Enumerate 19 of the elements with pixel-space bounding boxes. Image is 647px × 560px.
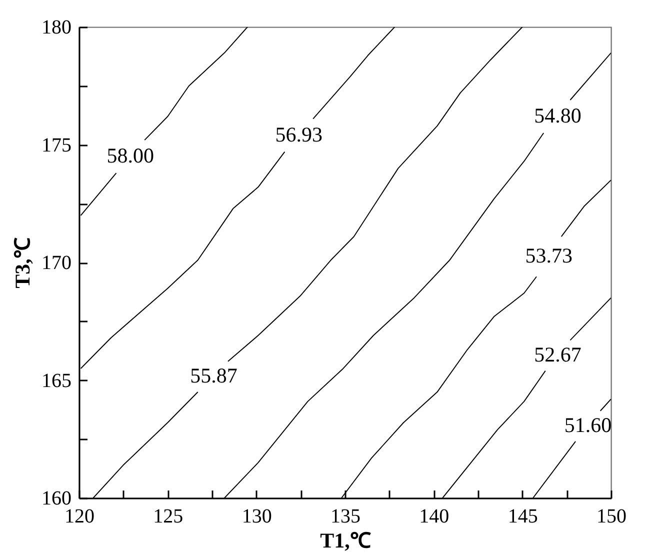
x-tick-label: 135 <box>330 506 360 528</box>
y-tick-label: 165 <box>42 370 72 392</box>
x-tick-label: 125 <box>153 506 184 528</box>
x-tick-label: 150 <box>596 506 626 528</box>
y-tick-label: 180 <box>42 16 72 38</box>
x-tick-label: 140 <box>419 506 450 528</box>
series-label: 55.87 <box>190 364 238 388</box>
x-tick-label: 130 <box>242 506 272 528</box>
x-tick-label: 145 <box>508 506 538 528</box>
series-label: 56.93 <box>275 122 323 146</box>
series-label: 53.73 <box>525 244 573 268</box>
y-tick-label: 175 <box>42 134 72 156</box>
series-label: 58.00 <box>106 144 154 168</box>
y-axis-title: T3,℃ <box>10 238 34 288</box>
y-tick-label: 170 <box>42 252 72 274</box>
series-label: 54.80 <box>534 103 582 128</box>
x-axis-title: T1,℃ <box>320 528 371 552</box>
series-label: 51.60 <box>564 413 612 438</box>
series-label: 52.67 <box>534 342 582 367</box>
